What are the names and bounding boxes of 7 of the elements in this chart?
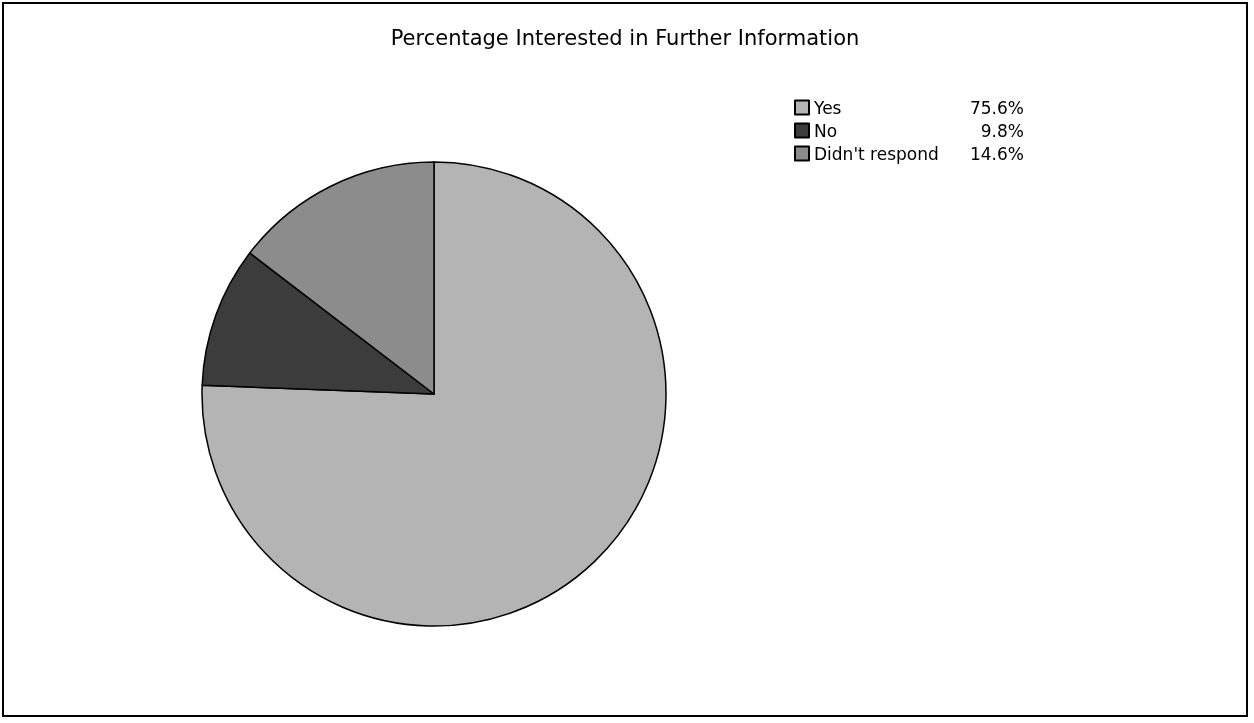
legend-label: Yes (813, 97, 842, 118)
data-label: 14.6% (969, 143, 1024, 164)
data-label: 9.8% (980, 120, 1024, 141)
chart-title: Percentage Interested in Further Information (390, 25, 860, 50)
legend-label: No (814, 120, 838, 141)
legend-label: Didn't respond (814, 143, 939, 164)
data-label: 75.6% (969, 97, 1024, 118)
